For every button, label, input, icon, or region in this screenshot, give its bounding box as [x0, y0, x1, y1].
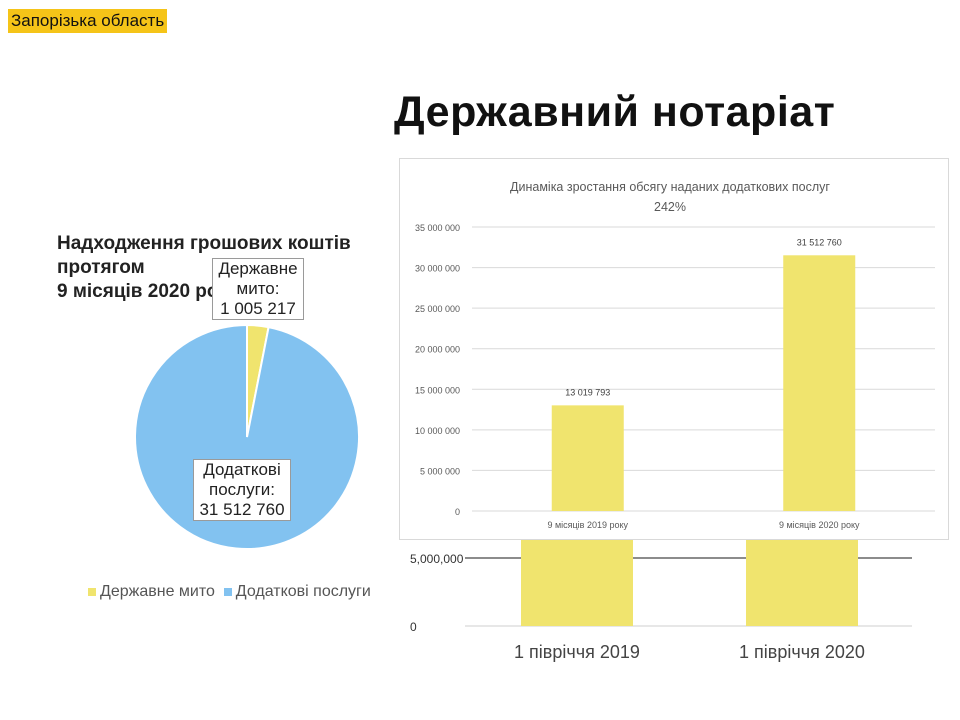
bar-value-label: 31 512 760	[797, 237, 842, 247]
back-bar-2019	[521, 530, 633, 626]
bar-ytick-label: 20 000 000	[415, 345, 460, 355]
back-ytick-zero: 0	[410, 620, 417, 634]
region-tag: Запорізька область	[8, 9, 168, 33]
pie-chart	[134, 323, 360, 550]
pie-chart-title: Надходження грошових коштів протягом 9 м…	[57, 233, 351, 302]
page-title: Державний нотаріат	[394, 88, 836, 136]
bar-2020	[783, 255, 856, 511]
bar-value-label: 13 019 793	[565, 387, 610, 397]
back-category-2020: 1 півріччя 2020	[739, 642, 865, 662]
bar-chart: 35 000 000 30 000 000 25 000 000 20 000 000…	[415, 223, 935, 530]
pie-legend: Державне мито Додаткові послуги	[88, 583, 371, 601]
bar-ytick-label: 5 000 000	[420, 466, 460, 476]
bar-ytick-label: 0	[455, 507, 460, 517]
bar-ytick-label: 25 000 000	[415, 304, 460, 314]
bar-2019	[551, 405, 624, 511]
back-ytick-top: 5,000,000	[410, 552, 464, 566]
bar-chart-panel: Динаміка зростання обсягу наданих додатк…	[399, 158, 949, 540]
bar-ytick-label: 35 000 000	[415, 223, 460, 233]
back-bar-2020	[746, 530, 858, 626]
background-chart: 5,000,000 0 1 півріччя 2019 1 півріччя 2…	[410, 530, 912, 662]
legend-swatch-additional-services	[223, 588, 232, 596]
legend-label-state-duty: Державне мито	[100, 583, 215, 600]
bar-category-label: 9 місяців 2020 року	[779, 520, 860, 530]
bar-ytick-label: 30 000 000	[415, 264, 460, 274]
bar-chart-title: Динаміка зростання обсягу наданих додатк…	[510, 180, 830, 214]
pie-slice-additional-services	[134, 323, 360, 550]
legend-label-additional-services: Додаткові послуги	[235, 583, 371, 600]
bar-category-label: 9 місяців 2019 року	[547, 520, 628, 530]
bar-ytick-label: 10 000 000	[415, 426, 460, 436]
bar-ytick-label: 15 000 000	[415, 385, 460, 395]
pie-label-state-duty: Державне мито: 1 005 217	[212, 258, 304, 320]
legend-swatch-state-duty	[88, 588, 96, 596]
back-category-2019: 1 півріччя 2019	[514, 642, 640, 662]
pie-label-additional-services: Додаткові послуги: 31 512 760	[193, 459, 291, 521]
